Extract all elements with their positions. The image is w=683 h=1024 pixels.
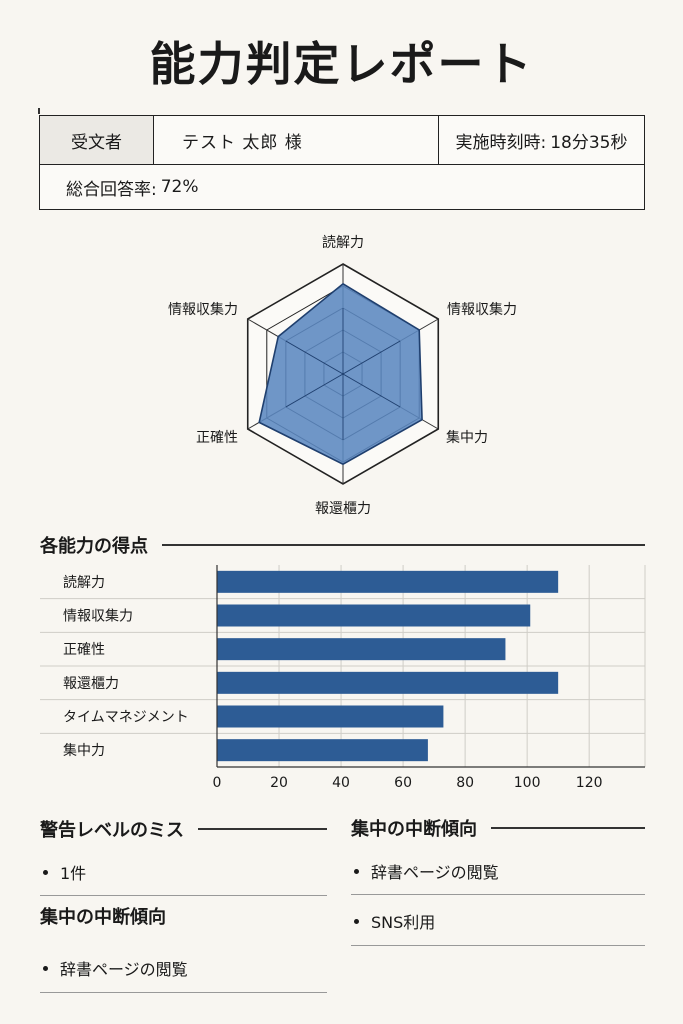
category-label: 集中力 — [63, 742, 105, 759]
item-divider — [40, 992, 327, 993]
examinee-info-table: 受文者 テスト 太郎 様 実施時刻時: 18分35秒 総合回答率: 72% — [39, 115, 645, 210]
warning-count: 1件 — [60, 864, 87, 883]
time-value: 18分35秒 — [550, 132, 628, 153]
bullet-icon — [354, 918, 359, 924]
bar — [217, 604, 531, 627]
item-divider — [40, 895, 327, 896]
radar-spoke-inner — [342, 340, 401, 375]
radar-data-area — [258, 282, 423, 466]
bullet-icon — [354, 868, 359, 874]
bullet-icon — [43, 869, 48, 875]
section-divider — [162, 544, 645, 546]
scores-section-title: 各能力の得点 — [40, 536, 148, 557]
radar-spoke-inner — [342, 373, 401, 408]
x-tick-label: 40 — [332, 775, 350, 791]
item-divider — [351, 945, 645, 946]
x-tick-label: 20 — [270, 775, 288, 791]
focus-right-title: 集中の中断傾向 — [351, 819, 477, 840]
radar-axis-label: 情報収集力 — [447, 301, 517, 318]
score-label: 総合回答率: — [66, 179, 157, 200]
radar-axis-label: 正確性 — [196, 430, 238, 446]
radar-spoke-inner — [285, 373, 344, 408]
x-tick-label: 60 — [394, 775, 412, 791]
scores-section-header: 各能力の得点 — [40, 532, 645, 558]
corner-mark — [38, 108, 40, 114]
category-label: タイムマネジメント — [63, 710, 189, 726]
list-item: 1件 — [40, 849, 327, 895]
focus-right-item-2: SNS利用 — [371, 913, 436, 932]
focus-right-divider — [491, 827, 645, 829]
x-tick-label: 120 — [576, 775, 603, 791]
bullet-icon — [43, 965, 48, 971]
list-item: 辞書ページの閲覧 — [40, 944, 327, 992]
focus-right-header: 集中の中断傾向 — [351, 814, 645, 842]
focus-panel-left: 集中の中断傾向 辞書ページの閲覧 — [40, 902, 327, 993]
category-label: 正確性 — [63, 642, 105, 658]
bar — [217, 705, 444, 728]
list-item: SNS利用 — [351, 897, 645, 945]
warnings-header: 警告レベルのミス — [40, 815, 327, 843]
x-tick-label: 100 — [514, 775, 541, 791]
radar-axis-label: 情報収集力 — [168, 301, 238, 318]
warnings-title: 警告レベルのミス — [40, 820, 184, 841]
focus-right-item-1: 辞書ページの閲覧 — [371, 863, 499, 882]
bar — [217, 638, 506, 661]
examinee-name: テスト 太郎 様 — [154, 116, 439, 164]
page-title: 能力判定レポート — [149, 37, 534, 91]
category-label: 情報収集力 — [63, 608, 133, 625]
item-divider — [351, 894, 645, 895]
category-label: 読解力 — [63, 574, 105, 591]
radar-axis-label: 報還櫃力 — [315, 501, 371, 517]
elapsed-time: 実施時刻時: 18分35秒 — [439, 116, 644, 164]
category-label: 報還櫃力 — [63, 676, 119, 692]
bar — [217, 570, 559, 593]
x-tick-label: 0 — [213, 775, 222, 791]
focus-left-title: 集中の中断傾向 — [40, 907, 166, 928]
warnings-divider — [198, 828, 327, 830]
bar — [217, 739, 428, 762]
info-row-top: 受文者 テスト 太郎 様 実施時刻時: 18分35秒 — [40, 116, 644, 165]
focus-panel-right: 集中の中断傾向 辞書ページの閲覧 SNS利用 — [351, 814, 645, 946]
warnings-panel: 警告レベルのミス 1件 — [40, 815, 327, 896]
list-item: 辞書ページの閲覧 — [351, 848, 645, 894]
x-tick-label: 80 — [456, 775, 474, 791]
focus-left-header: 集中の中断傾向 — [40, 902, 327, 930]
focus-left-item: 辞書ページの閲覧 — [60, 960, 188, 979]
radar-axis-label: 読解力 — [322, 234, 364, 251]
bar — [217, 671, 559, 694]
score-bar-chart: 0 20 40 60 80 100 120 読解力情報収集力正確性報還櫃力タイムマネジメント集… — [40, 565, 646, 791]
overall-score: 総合回答率: 72% — [66, 164, 199, 210]
radar-axis-label: 集中力 — [446, 429, 488, 446]
time-label: 実施時刻時: — [455, 132, 547, 153]
radar-spoke-inner — [285, 340, 344, 375]
score-value: 72% — [160, 177, 199, 197]
examinee-label: 受文者 — [40, 116, 154, 164]
